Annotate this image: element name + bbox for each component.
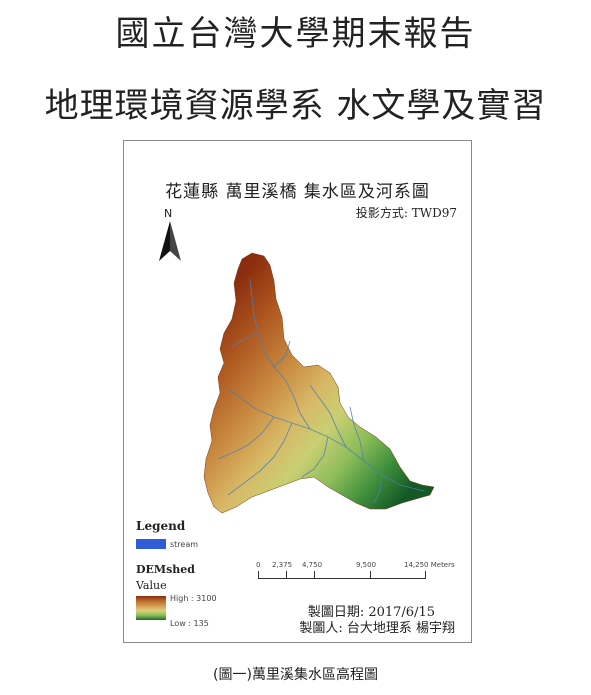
map-title: 花蓮縣 萬里溪橋 集水區及河系圖 — [165, 182, 430, 202]
stream-label: stream — [170, 540, 199, 549]
stream-network — [217, 278, 425, 504]
scale-tick — [258, 571, 259, 579]
watershed-area — [203, 252, 435, 514]
value-label: Value — [136, 579, 167, 592]
projection-label: 投影方式: TWD97 — [355, 206, 457, 220]
scale-bar: 0 2,375 4,750 9,500 14,250 Meters — [254, 561, 464, 591]
scale-tick-label: 14,250 Meters — [404, 561, 455, 569]
scale-tick-label: 2,375 — [272, 561, 293, 569]
elevation-color-ramp — [136, 596, 166, 620]
scale-tick — [286, 571, 287, 579]
scale-tick-label: 4,750 — [302, 561, 323, 569]
map-author: 製圖人: 台大地理系 楊宇翔 — [299, 621, 455, 636]
map-frame: 花蓮縣 萬里溪橋 集水區及河系圖 投影方式: TWD97 N — [123, 140, 472, 643]
legend-title: Legend — [136, 519, 186, 533]
report-title: 國立台灣大學期末報告 — [115, 14, 476, 54]
map-date: 製圖日期: 2017/6/15 — [307, 605, 435, 620]
stream-swatch — [136, 539, 166, 549]
north-letter: N — [164, 207, 173, 220]
figure-caption: (圖一)萬里溪集水區高程圖 — [213, 667, 378, 683]
north-arrow-icon — [159, 221, 181, 261]
watershed-dem-map — [203, 252, 435, 514]
scale-tick-label: 0 — [256, 561, 261, 569]
scale-tick-label: 9,500 — [356, 561, 377, 569]
report-subtitle: 地理環境資源學系 水文學及實習 — [44, 86, 547, 126]
dem-label: DEMshed — [136, 563, 195, 576]
scale-tick — [425, 571, 426, 579]
scale-tick — [370, 571, 371, 579]
scale-tick — [314, 571, 315, 579]
high-value-label: High : 3100 — [170, 594, 217, 603]
low-value-label: Low : 135 — [170, 619, 209, 628]
scale-line — [258, 575, 426, 579]
